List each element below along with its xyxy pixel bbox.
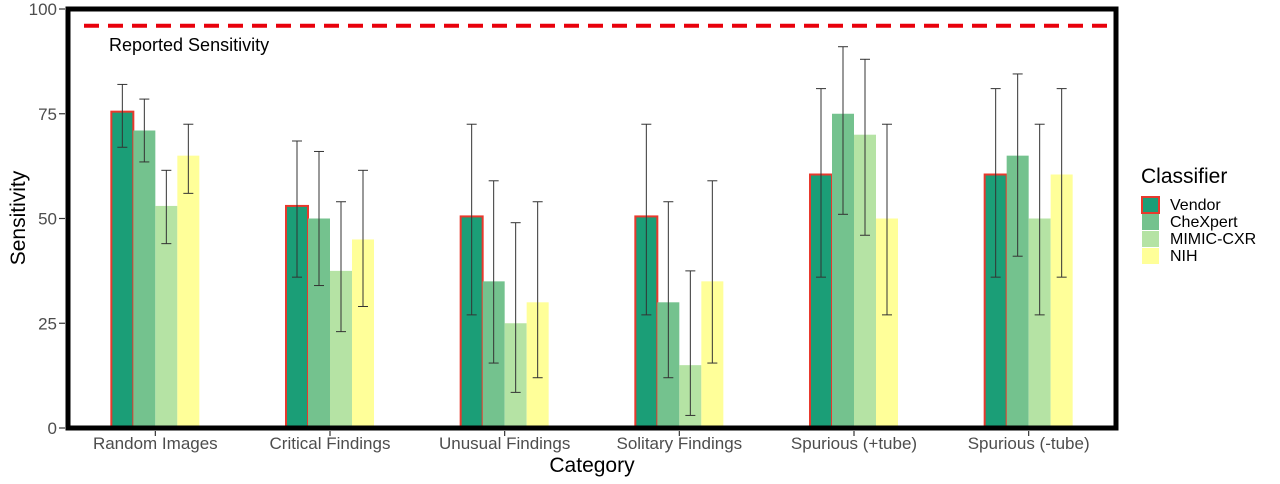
bar-chexpert-random-images: [133, 130, 156, 428]
legend-key-mimic-cxr: [1142, 231, 1159, 247]
y-tick-label: 0: [48, 419, 57, 438]
x-tick-label: Random Images: [93, 434, 218, 453]
legend-label-mimic-cxr: MIMIC-CXR: [1170, 231, 1256, 248]
y-tick-label: 25: [38, 314, 57, 333]
bar-chexpert-spurious-tube: [832, 113, 854, 428]
error-bar-chexpert-spurious-tube: [838, 46, 848, 215]
legend-title: Classifier: [1141, 165, 1227, 188]
y-tick-label: 100: [29, 0, 57, 19]
legend-key-nih: [1142, 248, 1159, 264]
bar-nih-spurious-tube: [1050, 174, 1073, 428]
x-tick-label: Critical Findings: [270, 434, 391, 453]
x-axis-title: Category: [549, 454, 635, 477]
bar-mimic-cxr-spurious-tube: [854, 134, 876, 428]
x-tick-label: Unusual Findings: [439, 434, 570, 453]
x-tick-label: Spurious (-tube): [968, 434, 1090, 453]
error-bar-chexpert-critical-findings: [314, 150, 324, 287]
error-bar-mimic-cxr-unusual-findings: [510, 222, 521, 393]
error-bar-vendor-spurious-tube: [816, 88, 826, 278]
error-bar-nih-spurious-tube: [882, 123, 892, 316]
y-tick-label: 50: [38, 210, 57, 229]
error-bar-vendor-random-images: [117, 83, 128, 148]
bar-nih-spurious-tube: [876, 218, 898, 428]
y-axis-title: Sensitivity: [7, 170, 30, 265]
error-bar-nih-critical-findings: [358, 169, 368, 307]
bar-mimic-cxr-random-images: [155, 205, 178, 428]
y-axis: 0 25 50 75 100: [29, 0, 65, 438]
plot-area: [110, 46, 1073, 429]
legend-key-chexpert: [1142, 214, 1159, 230]
bar-chexpert-spurious-tube: [1006, 155, 1029, 428]
error-bar-nih-unusual-findings: [532, 201, 543, 379]
bar-nih-critical-findings: [352, 239, 374, 428]
bar-nih-random-images: [177, 155, 200, 428]
bar-mimic-cxr-critical-findings: [330, 270, 352, 428]
y-tick-label: 75: [38, 105, 57, 124]
legend-label-chexpert: CheXpert: [1170, 214, 1238, 231]
x-tick-label: Solitary Findings: [616, 434, 742, 453]
legend-key-vendor: [1141, 196, 1160, 214]
error-bar-mimic-cxr-critical-findings: [336, 201, 346, 333]
error-bar-nih-solitary-findings: [707, 180, 718, 364]
bar-chexpert-critical-findings: [308, 218, 330, 428]
legend-label-nih: NIH: [1170, 248, 1198, 265]
x-tick-label: Spurious (+tube): [791, 434, 917, 453]
error-bar-vendor-critical-findings: [292, 140, 302, 278]
error-bar-vendor-unusual-findings: [466, 123, 477, 316]
error-bar-chexpert-unusual-findings: [488, 180, 499, 364]
error-bar-mimic-cxr-spurious-tube: [1034, 123, 1045, 316]
panel-border: [65, 6, 1119, 431]
x-axis: Random Images Critical Findings Unusual Fi…: [93, 431, 1090, 453]
error-bar-mimic-cxr-random-images: [161, 169, 172, 245]
error-bar-chexpert-spurious-tube: [1012, 73, 1023, 257]
error-bar-nih-random-images: [183, 123, 194, 194]
legend-label-vendor: Vendor: [1170, 197, 1221, 214]
error-bar-mimic-cxr-spurious-tube: [860, 58, 870, 236]
error-bar-chexpert-random-images: [139, 98, 150, 163]
reported-sensitivity-label: Reported Sensitivity: [109, 35, 269, 55]
error-bar-mimic-cxr-solitary-findings: [685, 270, 696, 416]
error-bar-chexpert-solitary-findings: [663, 201, 674, 379]
error-bar-nih-spurious-tube: [1056, 88, 1067, 278]
bar-mimic-cxr-spurious-tube: [1028, 218, 1051, 428]
bar-vendor-random-images: [110, 110, 135, 429]
reference-line-group: Reported Sensitivity: [84, 23, 1115, 55]
error-bar-vendor-solitary-findings: [641, 123, 652, 316]
error-bar-vendor-spurious-tube: [990, 88, 1001, 278]
